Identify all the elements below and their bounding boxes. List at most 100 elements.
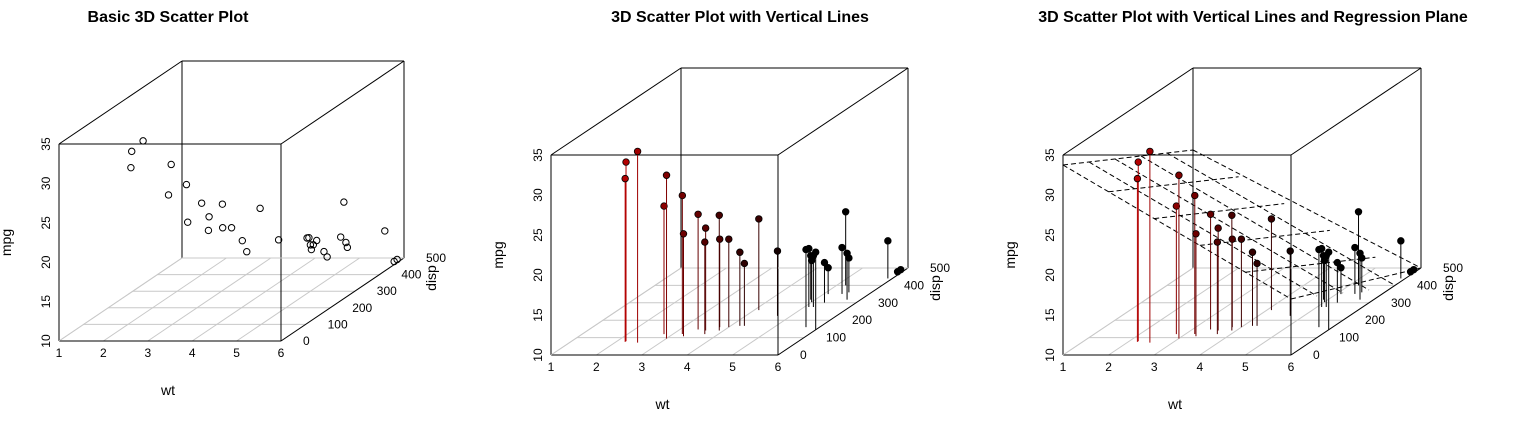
floor-grid (550, 267, 909, 356)
data-point (238, 236, 247, 245)
data-point (312, 236, 321, 245)
data-point (802, 245, 810, 254)
x-tick-label: 4 (1196, 360, 1203, 374)
y-tick-label: 0 (303, 334, 310, 348)
data-point (679, 230, 688, 238)
bounding-box (58, 60, 405, 342)
grid-line-x (686, 267, 818, 356)
x-tick-label: 1 (56, 346, 63, 360)
data-point (1133, 174, 1142, 183)
x-axis-label: wt (1167, 396, 1182, 412)
data-point (1397, 237, 1405, 245)
x-tick-label: 5 (1242, 360, 1249, 374)
z-axis-label: mpg (1002, 241, 1018, 268)
y-tick-label: 100 (1339, 331, 1359, 345)
z-tick-label: 35 (39, 137, 53, 151)
data-point (1191, 191, 1199, 200)
data-point (182, 180, 191, 189)
data-point (621, 174, 629, 183)
data-point (740, 259, 749, 268)
data-point (1248, 248, 1257, 256)
data-point (381, 227, 389, 235)
data-point (128, 147, 136, 156)
x-tick-label: 2 (1105, 360, 1112, 374)
data-point (343, 243, 352, 252)
data-point (694, 210, 702, 218)
data-point (1324, 248, 1333, 256)
box-edge (1290, 67, 1422, 156)
data-point (660, 202, 668, 210)
data-point (715, 211, 723, 220)
x-tick-label: 2 (100, 346, 107, 360)
data-point (1134, 158, 1142, 166)
data-point (337, 233, 345, 241)
z-tick-label: 35 (531, 148, 545, 162)
data-point (139, 137, 147, 145)
data-points (1133, 147, 1418, 343)
bounding-box (550, 67, 909, 356)
z-tick-label: 30 (39, 176, 53, 190)
panel-basic-3d-scatter: Basic 3D Scatter Plot 1 2 3 4 5 6 0 100 200 300 400… (0, 9, 446, 398)
box-edge (1062, 67, 1194, 156)
regression-plane (1062, 149, 1422, 300)
data-point (755, 215, 763, 223)
data-point (622, 158, 630, 166)
chart-title: Basic 3D Scatter Plot (88, 9, 250, 26)
panel-3d-scatter-vertical-lines: 3D Scatter Plot with Vertical Lines 1 2 3 4 5… (490, 9, 950, 412)
floor-grid (1062, 267, 1422, 356)
data-point (1146, 147, 1154, 156)
plane-line (1062, 164, 1292, 300)
data-point (204, 226, 213, 235)
chart-title: 3D Scatter Plot with Vertical Lines and … (1038, 9, 1468, 26)
z-tick-label: 20 (39, 255, 53, 269)
data-point (662, 171, 671, 179)
z-tick-label: 30 (1043, 188, 1057, 202)
data-point (307, 245, 316, 254)
y-tick-label: 200 (352, 301, 372, 315)
data-point (256, 204, 264, 213)
box-edge (777, 267, 909, 356)
plane-line (1290, 267, 1422, 300)
grid-line-x (641, 267, 773, 356)
bounding-box (1062, 67, 1422, 356)
plane-line (1088, 161, 1318, 297)
y-tick-label: 400 (904, 278, 924, 292)
y-tick-label: 100 (826, 331, 846, 345)
grid-line-x (1245, 267, 1376, 356)
box-edge (1062, 267, 1194, 356)
y-tick-label: 300 (1391, 296, 1411, 310)
grid-line-x (103, 257, 227, 342)
data-point (893, 268, 902, 276)
y-axis-label: disp (1440, 275, 1456, 301)
data-point (205, 213, 213, 221)
data-point (843, 249, 851, 257)
y-tick-label: 500 (426, 251, 446, 265)
y-axis-label: disp (423, 265, 439, 291)
data-point (340, 198, 348, 206)
data-point (736, 248, 744, 256)
data-point (1354, 208, 1363, 216)
z-axis-label: mpg (0, 229, 14, 256)
box-edge (550, 67, 682, 156)
data-point (320, 247, 328, 256)
data-point (812, 248, 820, 256)
data-point (820, 258, 829, 267)
plane-line (1140, 155, 1370, 291)
x-tick-label: 5 (233, 346, 240, 360)
z-tick-label: 15 (1043, 308, 1057, 322)
data-point (1214, 224, 1222, 232)
data-point (841, 208, 850, 216)
box-edge (280, 257, 405, 342)
data-point (1356, 249, 1364, 257)
y-tick-label: 300 (878, 296, 898, 310)
box-edge (280, 60, 405, 145)
data-point (243, 248, 251, 256)
box-edge (58, 60, 183, 145)
data-point (323, 253, 331, 261)
data-point (838, 243, 846, 252)
data-point (1315, 245, 1323, 254)
x-tick-label: 3 (1151, 360, 1158, 374)
z-tick-label: 10 (39, 334, 53, 348)
data-point (773, 247, 782, 255)
